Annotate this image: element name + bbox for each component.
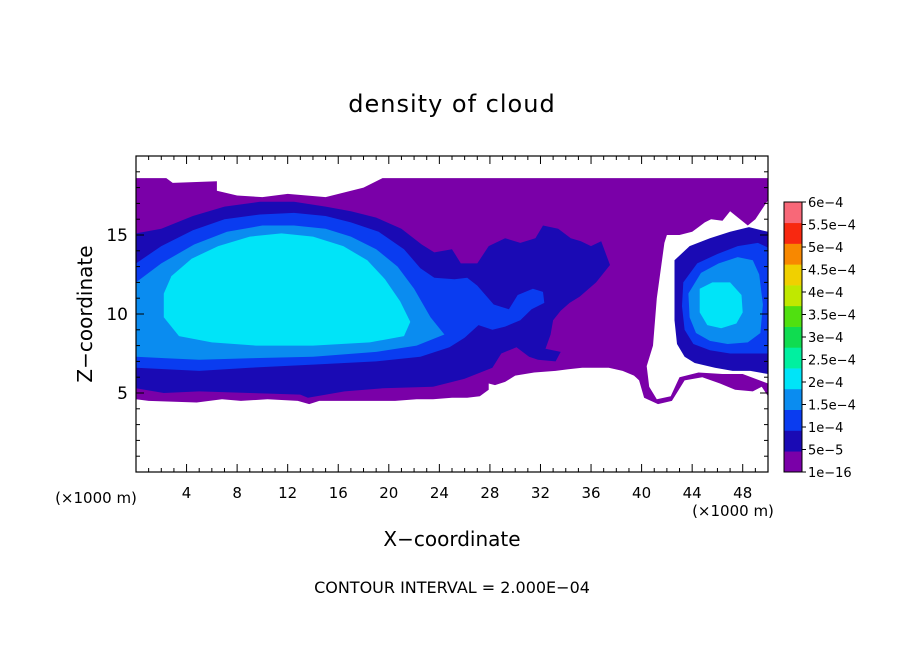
- colorbar-label: 4.5e−4: [808, 264, 856, 279]
- colorbar-swatch: [784, 368, 802, 390]
- colorbar-label: 1e−4: [808, 421, 843, 436]
- x-tick-label: 20: [379, 484, 398, 502]
- colorbar-label: 1.5e−4: [808, 399, 856, 414]
- colorbar-label: 2e−4: [808, 376, 843, 391]
- colorbar-swatch: [784, 285, 802, 307]
- x-tick-label: 24: [430, 484, 449, 502]
- y-axis: 5 10 15: [106, 171, 768, 457]
- contour-region-cyan-core: [163, 233, 411, 346]
- colorbar-swatch: [784, 409, 802, 431]
- colorbar-swatch: [784, 222, 802, 244]
- colorbar-swatch: [784, 202, 802, 224]
- colorbar-swatch: [784, 264, 802, 286]
- x-tick-label: 16: [329, 484, 348, 502]
- x-tick-label: 32: [531, 484, 550, 502]
- colorbar-swatch: [784, 305, 802, 327]
- contour-region-right-column-core: [699, 282, 743, 329]
- x-tick-label: 44: [683, 484, 702, 502]
- x-tick-label: 4: [182, 484, 192, 502]
- x-axis-label: X−coordinate: [383, 527, 520, 551]
- contour-regions: [136, 178, 768, 405]
- x-tick-label: 40: [632, 484, 651, 502]
- x-tick-label: 12: [278, 484, 297, 502]
- colorbar: 1e−16 5e−5 1e−4 1.5e−4 2e−4 2.5e−4 3e−4 3.5e−4 4…: [783, 196, 856, 481]
- x-unit-right-label: (×1000 m): [692, 502, 774, 520]
- x-tick-label: 36: [581, 484, 600, 502]
- colorbar-label: 1e−16: [808, 466, 852, 481]
- colorbar-label: 2.5e−4: [808, 354, 856, 369]
- colorbar-swatch: [784, 451, 802, 473]
- y-tick-label: 10: [106, 305, 128, 325]
- x-tick-label: 48: [733, 484, 752, 502]
- colorbar-swatch: [784, 388, 802, 410]
- colorbar-swatch: [784, 430, 802, 452]
- colorbar-swatch: [784, 326, 802, 348]
- chart-title: density of cloud: [348, 90, 555, 118]
- y-axis-label: Z−coordinate: [73, 245, 97, 382]
- colorbar-swatch: [784, 243, 802, 265]
- x-tick-label: 8: [232, 484, 242, 502]
- x-tick-label: 28: [480, 484, 499, 502]
- colorbar-label: 3.5e−4: [808, 309, 856, 324]
- colorbar-label: 3e−4: [808, 331, 843, 346]
- colorbar-label: 4e−4: [808, 286, 843, 301]
- colorbar-swatch: [784, 347, 802, 369]
- colorbar-label: 5e−5: [808, 444, 843, 459]
- x-axis: 4 8 12 16 20 24 28 32 36 40 44 48: [148, 156, 756, 502]
- colorbar-label: 5e−4: [808, 241, 843, 256]
- y-tick-label: 15: [106, 226, 128, 246]
- x-unit-left-label: (×1000 m): [55, 489, 137, 507]
- colorbar-label: 6e−4: [808, 196, 843, 211]
- y-tick-label: 5: [117, 384, 128, 404]
- contour-interval-footer: CONTOUR INTERVAL = 2.000E−04: [314, 578, 590, 597]
- colorbar-label: 5.5e−4: [808, 219, 856, 234]
